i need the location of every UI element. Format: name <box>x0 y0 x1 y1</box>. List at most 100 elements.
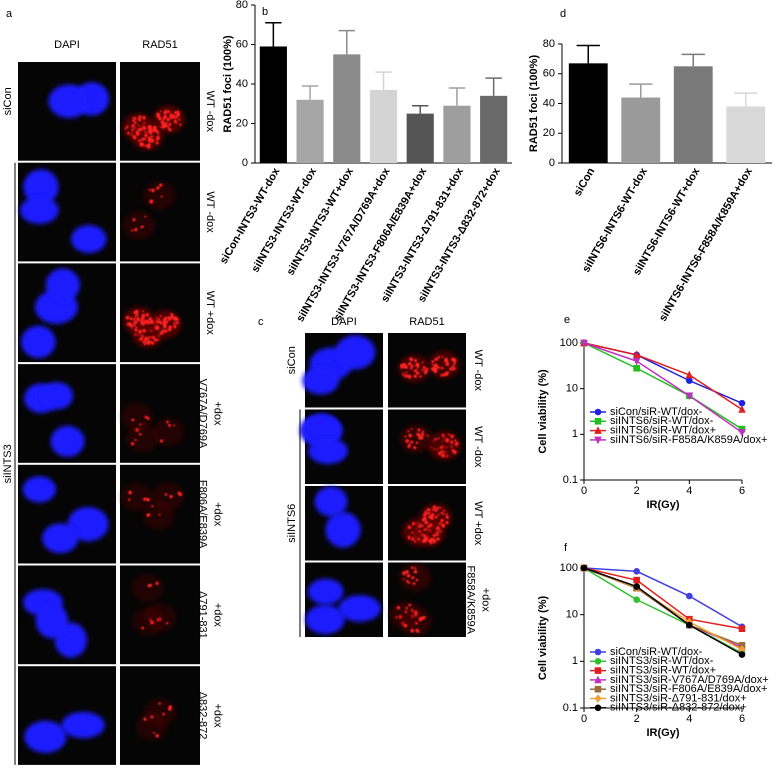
focus <box>407 429 410 433</box>
focus <box>167 126 171 130</box>
focus <box>413 374 417 378</box>
focus <box>412 582 416 586</box>
bar <box>296 99 324 163</box>
row-label-line: +dox <box>212 502 224 527</box>
focus <box>407 535 411 539</box>
focus <box>141 137 145 141</box>
focus <box>155 141 159 145</box>
nucleus-glow <box>120 402 153 431</box>
focus <box>160 195 163 198</box>
panel-letter: d <box>560 8 566 20</box>
focus <box>166 420 169 424</box>
panel-letter: b <box>262 6 268 18</box>
bar <box>369 89 398 163</box>
focus <box>132 323 136 327</box>
focus <box>131 229 134 232</box>
focus <box>446 515 449 518</box>
group-label: siCon <box>2 87 14 115</box>
nucleus <box>24 720 67 753</box>
focus <box>423 615 427 618</box>
focus <box>174 115 179 119</box>
nucleus <box>335 335 376 370</box>
row-label-line: V767A/D769A <box>197 379 209 449</box>
focus <box>153 125 156 129</box>
x-tick-label: 2 <box>634 485 640 497</box>
focus <box>177 112 180 116</box>
focus <box>165 621 169 625</box>
nucleus <box>35 603 69 639</box>
focus <box>437 355 441 359</box>
focus <box>423 534 427 538</box>
nucleus <box>325 511 361 548</box>
focus <box>157 114 161 118</box>
error-bar <box>448 87 466 106</box>
row-label: F806A/E839A +dox <box>197 480 224 549</box>
marker <box>686 592 693 600</box>
marker <box>685 392 694 401</box>
focus <box>404 435 407 438</box>
focus <box>411 576 415 580</box>
nucleus <box>40 382 74 410</box>
marker <box>738 625 746 633</box>
focus <box>414 621 418 625</box>
group-label: siINTS6 <box>286 504 298 543</box>
x-axis-title: IR(Gy) <box>647 499 680 511</box>
y-tick-label: 0 <box>242 157 248 169</box>
focus <box>452 366 456 371</box>
error-bar <box>412 104 429 114</box>
focus <box>411 537 415 541</box>
focus <box>431 360 435 364</box>
focus <box>417 428 421 432</box>
marker <box>633 364 640 372</box>
row-label-line: F858A/K859A <box>465 566 477 635</box>
bar <box>443 105 471 163</box>
focus <box>407 525 412 530</box>
marker <box>738 399 746 407</box>
focus <box>134 328 138 332</box>
focus <box>437 437 440 440</box>
focus <box>404 366 407 369</box>
y-tick-label: 0.1 <box>563 702 578 714</box>
focus <box>423 537 428 542</box>
focus <box>400 366 403 369</box>
focus <box>175 321 180 325</box>
focus <box>139 142 144 147</box>
focus <box>177 118 181 121</box>
error-bar <box>734 92 758 107</box>
panel-letter: c <box>258 316 264 328</box>
column-header: DAPI <box>331 316 357 328</box>
focus <box>143 717 147 721</box>
row-label: WT -dox <box>472 426 484 468</box>
focus <box>406 573 411 578</box>
nucleus-glow <box>120 483 153 512</box>
x-tick-label: 6 <box>739 713 745 725</box>
focus <box>413 446 417 450</box>
focus <box>445 362 450 367</box>
focus <box>157 132 160 135</box>
focus <box>156 186 160 190</box>
focus <box>424 511 429 516</box>
focus <box>142 340 146 344</box>
focus <box>143 497 147 501</box>
series-line <box>583 567 743 651</box>
nucleus <box>338 595 381 622</box>
focus <box>132 317 136 321</box>
focus <box>140 317 144 322</box>
y-tick-label: 80 <box>236 0 248 11</box>
focus <box>411 628 414 632</box>
focus <box>144 215 147 218</box>
focus <box>169 494 173 499</box>
focus <box>441 519 444 522</box>
x-tick-label: siCon <box>572 166 598 199</box>
row-label-line: +dox <box>212 603 224 628</box>
group-label: siCon <box>286 346 298 374</box>
focus <box>428 523 433 527</box>
legend-label: siINTS3/siR-WT/dox- <box>610 655 714 667</box>
focus <box>168 325 171 329</box>
focus <box>424 367 429 372</box>
focus <box>160 120 165 124</box>
focus <box>152 128 156 133</box>
nucleus <box>302 366 340 395</box>
focus <box>163 123 167 128</box>
focus <box>421 430 425 433</box>
